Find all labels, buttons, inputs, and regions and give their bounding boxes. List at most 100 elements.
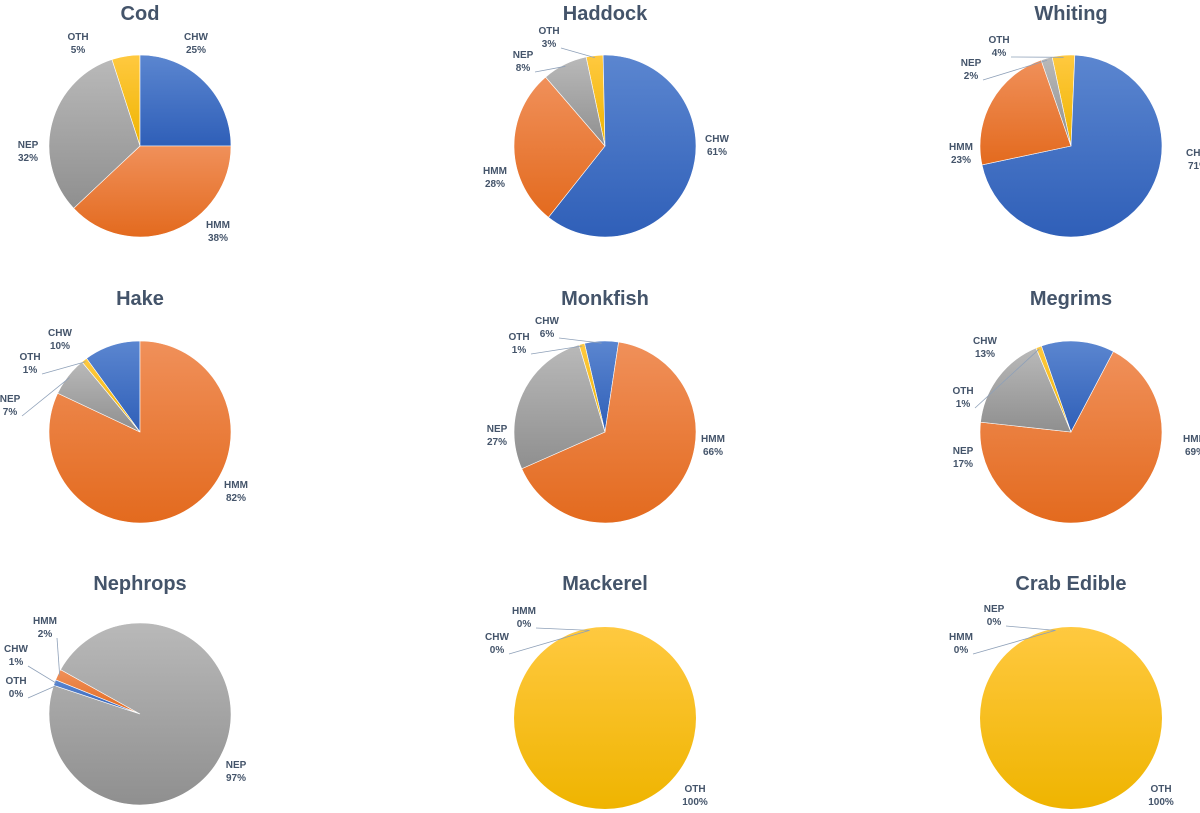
slice-label-value: 23% <box>951 155 971 166</box>
slice-label-value: 1% <box>512 345 527 356</box>
chart-title: Haddock <box>563 3 648 25</box>
slice-label-name: CHW <box>535 316 559 327</box>
slice-label-name: NEP <box>0 394 21 405</box>
pie-chart-megrims: Megrims CHW 13% HMM 69% NEP 17% OTH 1% <box>952 288 1200 524</box>
label-leader-line <box>534 65 566 73</box>
slice-label-name: CHW <box>4 644 28 655</box>
slice-label-value: 13% <box>975 349 995 360</box>
slice-label-name: CHW <box>184 32 208 43</box>
slice-label-name: OTH <box>67 32 88 43</box>
slice-label-name: HMM <box>512 606 536 617</box>
slice-label-name: OTH <box>988 35 1009 46</box>
slice-label-name: NEP <box>984 604 1005 615</box>
pie-chart-crab-edible: Crab Edible HMM 0% NEP 0% OTH 100% <box>949 573 1174 809</box>
slice-label-value: 38% <box>208 233 228 244</box>
slice-label-name: HMM <box>33 616 57 627</box>
slice-chw <box>1040 340 1114 433</box>
slice-oth <box>514 627 696 809</box>
chart-title: Whiting <box>1034 3 1107 25</box>
slice-label-value: 1% <box>9 657 24 668</box>
slice-oth <box>980 627 1162 809</box>
slice-label-name: NEP <box>18 140 39 151</box>
chart-title: Nephrops <box>93 573 186 595</box>
label-leader-line <box>982 59 1048 81</box>
slice-label-value: 1% <box>956 399 971 410</box>
slice-label-value: 97% <box>226 773 246 784</box>
slice-label-name: CHW <box>485 632 509 643</box>
slice-nep <box>48 59 141 209</box>
slice-nep <box>545 56 606 147</box>
slice-label-value: 69% <box>1185 447 1200 458</box>
slice-label-value: 32% <box>18 153 38 164</box>
slice-hmm <box>979 351 1163 524</box>
slice-label-name: NEP <box>953 446 974 457</box>
label-leader-line <box>974 348 1040 409</box>
chart-title: Megrims <box>1030 288 1112 310</box>
slice-oth <box>578 342 606 433</box>
slice-label-value: 0% <box>9 689 24 700</box>
slice-label-value: 0% <box>987 617 1002 628</box>
slice-label-name: HMM <box>949 632 973 643</box>
chart-title: Mackerel <box>562 573 648 595</box>
pie-chart-haddock: Haddock CHW 61% HMM 28% NEP 8% OTH 3% <box>483 3 729 238</box>
slice-label-name: OTH <box>952 386 973 397</box>
label-leader-line <box>56 637 61 676</box>
slice-label-value: 4% <box>992 48 1007 59</box>
slice-label-name: HMM <box>224 480 248 491</box>
slice-label-name: CHW <box>973 336 997 347</box>
slice-hmm <box>979 59 1072 166</box>
slice-label-value: 17% <box>953 459 973 470</box>
slice-label-name: OTH <box>1150 784 1171 795</box>
label-leader-line <box>27 685 56 699</box>
slice-label-value: 10% <box>50 341 70 352</box>
slice-oth <box>81 357 141 433</box>
pie-chart-cod: Cod CHW 25% HMM 38% NEP 32% OTH 5% <box>18 3 232 244</box>
label-leader-line <box>558 337 602 344</box>
slice-label-name: OTH <box>508 332 529 343</box>
slice-label-name: NEP <box>513 50 534 61</box>
slice-label-name: OTH <box>5 676 26 687</box>
slice-label-value: 8% <box>516 63 531 74</box>
slice-label-name: NEP <box>487 424 508 435</box>
label-leader-line <box>508 630 590 655</box>
slice-chw <box>981 54 1163 238</box>
slice-label-value: 100% <box>1148 797 1174 808</box>
slice-chw <box>139 54 232 147</box>
slice-label-value: 0% <box>517 619 532 630</box>
chart-title: Crab Edible <box>1015 573 1126 595</box>
slice-label-value: 25% <box>186 45 206 56</box>
slice-label-value: 0% <box>490 645 505 656</box>
slice-label-value: 2% <box>964 71 979 82</box>
slice-label-name: CHW <box>1186 148 1200 159</box>
label-leader-line <box>530 345 583 355</box>
slice-nep <box>513 344 606 470</box>
slice-label-name: CHW <box>705 134 729 145</box>
slice-label-name: NEP <box>226 760 247 771</box>
slice-label-value: 61% <box>707 147 727 158</box>
slice-nep <box>980 347 1072 433</box>
slice-hmm <box>521 341 697 524</box>
slice-chw <box>548 54 697 238</box>
slice-label-value: 28% <box>485 179 505 190</box>
slice-label-value: 27% <box>487 437 507 448</box>
pie-chart-nephrops: Nephrops CHW 1% HMM 2% NEP 97% OTH 0% <box>4 573 247 806</box>
label-leader-line <box>972 630 1056 655</box>
slice-label-name: HMM <box>701 434 725 445</box>
chart-title: Cod <box>121 3 160 25</box>
slice-label-name: OTH <box>684 784 705 795</box>
pie-chart-whiting: Whiting CHW 71% HMM 23% NEP 2% OTH 4% <box>949 3 1200 238</box>
chart-title: Monkfish <box>561 288 649 310</box>
slice-hmm <box>513 76 606 218</box>
label-leader-line <box>21 377 70 417</box>
slice-label-name: HMM <box>483 166 507 177</box>
slice-label-value: 82% <box>226 493 246 504</box>
slice-label-name: CHW <box>48 328 72 339</box>
label-leader-line <box>535 627 590 631</box>
chart-title: Hake <box>116 288 164 310</box>
slice-label-name: HMM <box>206 220 230 231</box>
slice-label-value: 2% <box>38 629 53 640</box>
slice-label-value: 7% <box>3 407 18 418</box>
pie-chart-hake: Hake CHW 10% HMM 82% NEP 7% OTH 1% <box>0 288 248 524</box>
label-leader-line <box>560 47 595 58</box>
